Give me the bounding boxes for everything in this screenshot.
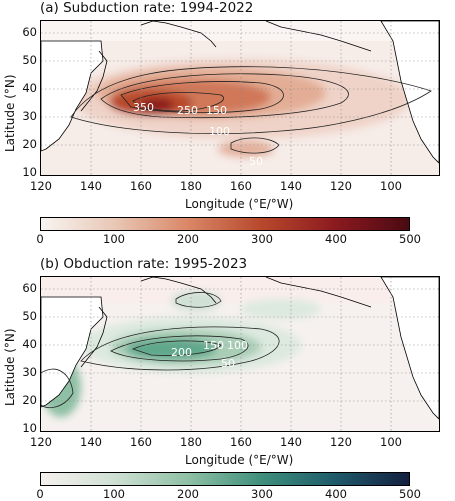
kamchatka-coast — [140, 21, 217, 48]
panel-b-ytick: 30 — [22, 365, 37, 379]
colorbar-tick: 0 — [36, 232, 44, 246]
panel-a-ytick: 60 — [22, 25, 37, 39]
contour-label: 350 — [133, 101, 154, 114]
contour-label: 150 — [203, 339, 224, 352]
colorbar-tick: 100 — [103, 487, 125, 501]
panel-a-ytick: 20 — [22, 137, 37, 151]
panel-a-ytick: 10 — [22, 165, 37, 179]
subduction-map: 350 250 150 100 50 — [40, 20, 440, 176]
contour-150 — [120, 81, 284, 114]
panel-a-ytick: 30 — [22, 109, 37, 123]
contour-west — [41, 368, 74, 409]
contour-label: 50 — [249, 155, 263, 168]
panel-b-xtick: 160 — [230, 435, 252, 449]
contour-label: 100 — [209, 125, 230, 138]
panel-a-title: (a) Subduction rate: 1994-2022 — [40, 0, 254, 16]
panel-a-ytick: 40 — [22, 81, 37, 95]
alaska-coast — [265, 277, 372, 308]
north-america-coast — [380, 21, 439, 164]
panel-b-xtick: 180 — [180, 435, 202, 449]
panel-a-xtick: 120 — [30, 179, 52, 193]
panel-b-ytick: 60 — [22, 281, 37, 295]
asia-landmass — [41, 296, 104, 408]
contour-label: 200 — [171, 346, 192, 359]
kamchatka-coast — [140, 277, 217, 304]
colorbar-tick: 300 — [251, 232, 273, 246]
panel-a-xtick: 160 — [230, 179, 252, 193]
panel-a-xtick: 160 — [130, 179, 152, 193]
panel-a-xtick: 140 — [280, 179, 302, 193]
contour-50 — [70, 66, 432, 135]
colorbar-tick: 200 — [177, 487, 199, 501]
contour-100 — [100, 73, 349, 119]
subduction-panel: (a) Subduction rate: 1994-2022 Latitude … — [0, 0, 455, 248]
colorbar-tick: 500 — [399, 487, 421, 501]
contour-south — [230, 137, 280, 154]
panel-a-ytick: 50 — [22, 53, 37, 67]
japan-islands — [80, 50, 108, 112]
obduction-panel: (b) Obduction rate: 1995-2023 Latitude (… — [0, 254, 455, 501]
contour-100 — [110, 335, 249, 362]
colorbar-tick: 200 — [177, 232, 199, 246]
contour-label: 50 — [221, 357, 235, 370]
alaska-coast — [265, 21, 372, 52]
colorbar-tick: 400 — [325, 232, 347, 246]
panel-a-xtick: 140 — [80, 179, 102, 193]
contour-label: 150 — [206, 104, 227, 117]
colorbar-tick: 400 — [325, 487, 347, 501]
panel-a-xtick: 100 — [380, 179, 402, 193]
panel-a-xtick: 120 — [330, 179, 352, 193]
panel-b-ytick: 40 — [22, 337, 37, 351]
obduction-map: 200 150 100 50 — [40, 276, 440, 432]
colorbar-tick: 300 — [251, 487, 273, 501]
panel-b-xlabel: Longitude (°E/°W) — [185, 453, 294, 467]
panel-b-ytick: 10 — [22, 421, 37, 435]
japan-islands — [80, 306, 108, 368]
colorbar-tick: 0 — [36, 487, 44, 501]
contour-label: 250 — [177, 104, 198, 117]
panel-b-xtick: 100 — [380, 435, 402, 449]
contour-label: 100 — [227, 339, 248, 352]
colorbar-tick: 500 — [399, 232, 421, 246]
asia-landmass — [41, 40, 104, 152]
subduction-colorbar — [40, 217, 410, 231]
panel-b-ytick: 50 — [22, 309, 37, 323]
panel-a-xlabel: Longitude (°E/°W) — [185, 197, 294, 211]
panel-b-xtick: 120 — [330, 435, 352, 449]
panel-a-xtick: 180 — [180, 179, 202, 193]
panel-b-xtick: 140 — [280, 435, 302, 449]
panel-b-xtick: 120 — [30, 435, 52, 449]
contour-50 — [80, 326, 280, 371]
panel-b-ytick: 20 — [22, 393, 37, 407]
contour-250 — [132, 92, 224, 112]
panel-b-xtick: 160 — [130, 435, 152, 449]
panel-b-title: (b) Obduction rate: 1995-2023 — [40, 256, 248, 272]
contour-north — [175, 292, 222, 308]
obduction-colorbar — [40, 472, 410, 486]
north-america-coast — [380, 277, 439, 420]
colorbar-tick: 100 — [103, 232, 125, 246]
panel-b-xtick: 140 — [80, 435, 102, 449]
